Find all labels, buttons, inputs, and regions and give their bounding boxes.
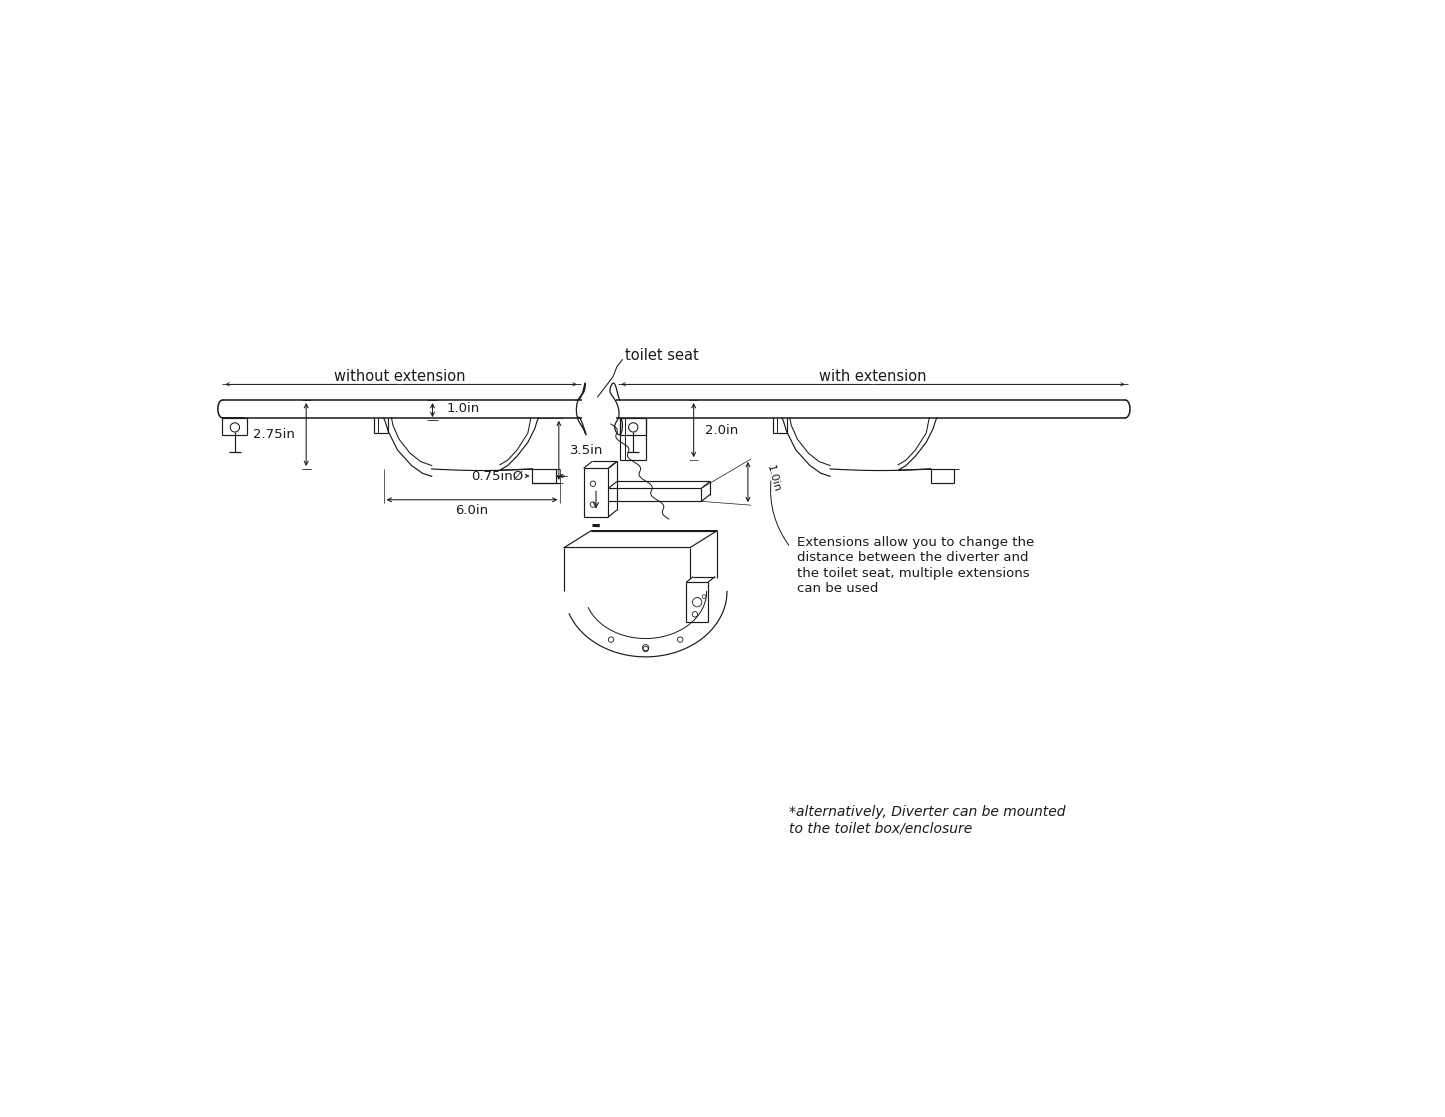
Text: *alternatively, Diverter can be mounted
to the toilet box/enclosure: *alternatively, Diverter can be mounted … <box>789 805 1065 836</box>
Text: 6.0in: 6.0in <box>455 504 488 517</box>
Text: distance between the diverter and: distance between the diverter and <box>796 552 1029 564</box>
Text: can be used: can be used <box>796 582 879 595</box>
Text: toilet seat: toilet seat <box>626 347 699 363</box>
Text: Extensions allow you to change the: Extensions allow you to change the <box>796 536 1035 548</box>
Text: 3.5in: 3.5in <box>571 443 604 457</box>
Text: 0.75inØ: 0.75inØ <box>471 469 523 483</box>
Text: 1.0in: 1.0in <box>447 402 480 416</box>
Text: 2.75in: 2.75in <box>253 428 295 441</box>
Text: the toilet seat, multiple extensions: the toilet seat, multiple extensions <box>796 566 1029 580</box>
Text: without extension: without extension <box>334 369 465 384</box>
Text: 1.0in: 1.0in <box>764 465 782 494</box>
Text: 2.0in: 2.0in <box>705 423 738 437</box>
Text: with extension: with extension <box>819 369 926 384</box>
